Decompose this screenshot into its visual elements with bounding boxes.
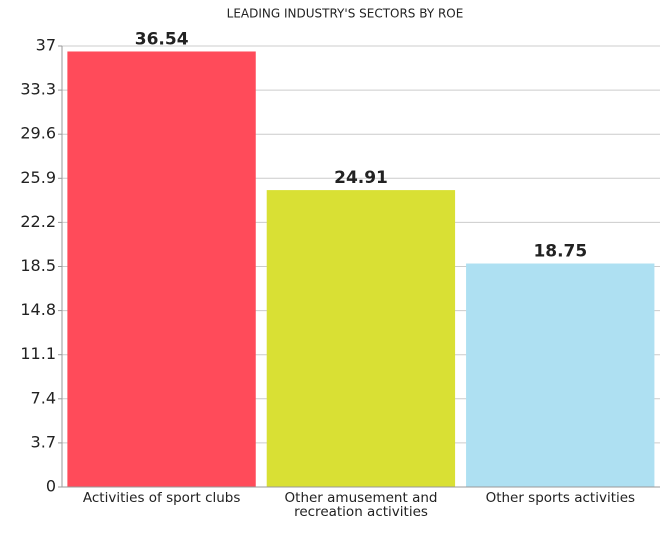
y-tick-label: 33.3 — [20, 80, 56, 99]
y-tick-label: 0 — [46, 477, 56, 496]
y-tick-label: 3.7 — [31, 432, 56, 451]
x-tick-label: Other sports activities — [485, 490, 636, 506]
bar — [67, 51, 256, 488]
x-tick-label: Activities of sport clubs — [82, 490, 241, 506]
y-tick-label: 14.8 — [20, 300, 56, 319]
value-label: 18.75 — [533, 242, 587, 262]
y-tick-label: 18.5 — [20, 256, 56, 275]
y-tick-label: 29.6 — [20, 124, 56, 143]
chart-title: LEADING INDUSTRY'S SECTORS BY ROE — [227, 7, 464, 21]
value-label: 36.54 — [135, 29, 189, 49]
y-tick-label: 22.2 — [20, 212, 56, 231]
y-tick-label: 11.1 — [20, 344, 56, 363]
value-label: 24.91 — [334, 168, 388, 188]
y-tick-label: 25.9 — [20, 168, 56, 187]
y-tick-label: 37 — [36, 36, 56, 55]
bar — [466, 263, 655, 487]
y-tick-label: 7.4 — [31, 388, 56, 407]
bar — [266, 190, 456, 487]
x-tick-label: Other amusement and recreation activitie… — [284, 490, 438, 520]
